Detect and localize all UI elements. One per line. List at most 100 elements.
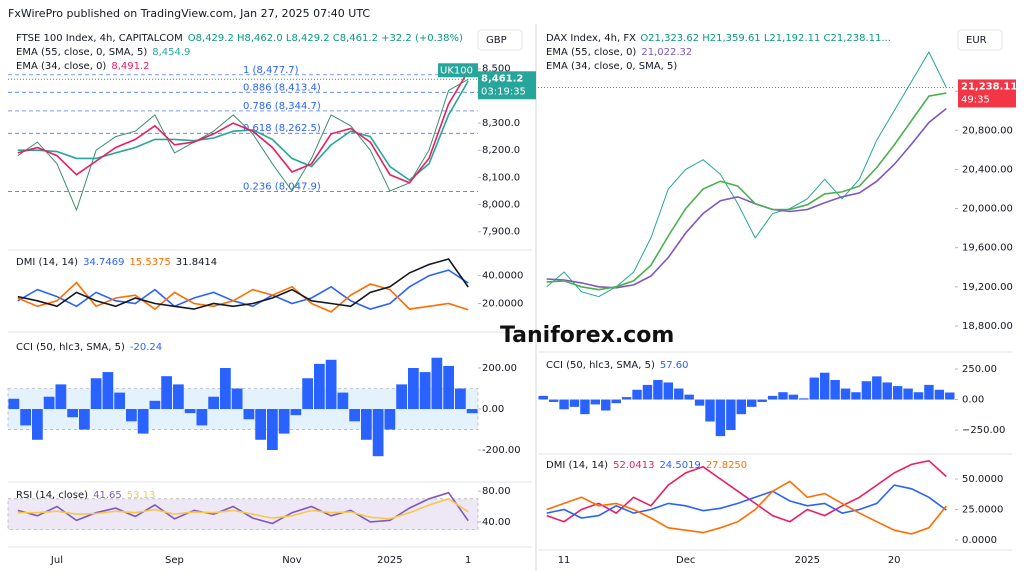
bar (590, 399, 601, 405)
legend-title-text: CCI (50, hlc3, SMA, 5) (16, 342, 125, 353)
bar (611, 399, 621, 404)
bar (538, 395, 548, 400)
bar (851, 392, 861, 400)
x-tick-label: 2025 (377, 555, 402, 566)
y-tick-label: 19,600.00 (962, 243, 1013, 254)
legend-value: O8,429.2 H8,462.0 L8,429.2 C8,461.2 +32.… (188, 33, 463, 44)
bar (443, 365, 454, 410)
bar (715, 399, 726, 437)
legend-title-text: FTSE 100 Index, 4h, CAPITALCOM (16, 33, 183, 44)
bar (184, 409, 196, 414)
legend-value: 52.0413 (613, 460, 654, 471)
legend-value: 31.8414 (176, 257, 217, 268)
bar (455, 388, 466, 410)
bar (372, 409, 384, 457)
y-tick-label: 0.00 (962, 395, 984, 406)
legend-series: EMA (34, close, 0) 8,491.2 (16, 61, 150, 72)
x-tick-label: Sep (165, 555, 184, 566)
bar (840, 388, 851, 400)
bar (220, 367, 231, 410)
x-tick-label: 1 (465, 555, 471, 566)
bar (924, 384, 934, 400)
bar (302, 378, 313, 410)
bar (196, 409, 208, 426)
series-line (546, 92, 947, 291)
legend-series: EMA (34, close, 0, SMA, 5) (546, 61, 677, 72)
bar (431, 357, 443, 410)
y-tick-label: 20,000.00 (962, 204, 1013, 215)
series-name: EMA (55, close, 0, SMA, 5) (16, 47, 147, 58)
currency: GBP (486, 35, 507, 46)
y-tick-label: −250.00 (962, 425, 1005, 436)
bar (361, 409, 372, 440)
bar (663, 382, 674, 400)
y-tick-label: 0.0000 (962, 535, 997, 546)
x-tick-label: 2025 (795, 555, 820, 566)
x-tick-label: 11 (558, 555, 571, 566)
symbol-box (438, 63, 478, 78)
series-line (17, 269, 469, 310)
bar (621, 397, 632, 400)
bar (408, 367, 419, 410)
bar (726, 399, 736, 431)
y-tick-label: 40.00 (482, 517, 511, 528)
legend-title: RSI (14, close) 41.65 53.13 (16, 490, 155, 501)
bar (767, 395, 778, 400)
bar (255, 409, 266, 440)
fib-label: 1 (8,477.7) (243, 65, 299, 76)
bar (757, 399, 767, 402)
bar (267, 409, 278, 451)
legend-value: O21,323.62 H21,359.61 L21,192.11 C21,238… (640, 33, 891, 44)
bar (67, 409, 78, 418)
x-tick-label: Dec (676, 555, 695, 566)
bar (674, 388, 684, 400)
bar (466, 409, 478, 414)
legend-title: DMI (14, 14) 34.7469 15.5375 31.8414 (16, 257, 217, 268)
legend-value: -20.24 (130, 342, 162, 353)
y-tick-label: 8,200.0 (482, 145, 520, 156)
y-tick-label: 200.00 (482, 363, 517, 374)
legend-title: CCI (50, hlc3, SMA, 5) -20.24 (16, 342, 162, 353)
series-value: 8,454.9 (152, 47, 190, 58)
bar (208, 396, 219, 410)
y-tick-label: 20.0000 (482, 299, 523, 310)
series-line (546, 459, 947, 523)
y-tick-label: 18,800.00 (962, 321, 1013, 332)
bar (137, 409, 149, 434)
legend-value: 15.5375 (129, 257, 170, 268)
series-line (17, 497, 469, 520)
bar (90, 378, 102, 410)
bar (102, 372, 114, 410)
series-name: EMA (34, close, 0) (16, 61, 106, 72)
series-line (17, 78, 469, 212)
bar (778, 392, 788, 400)
bar (337, 392, 349, 410)
y-tick-label: 40.0000 (482, 271, 523, 282)
bar (913, 392, 924, 400)
legend-title: FTSE 100 Index, 4h, CAPITALCOM O8,429.2 H… (16, 33, 463, 44)
y-tick-label: 19,200.00 (962, 282, 1013, 293)
legend-title: DMI (14, 14) 52.0413 24.5019 27.8250 (546, 460, 747, 471)
bar (830, 380, 840, 400)
price-box (478, 71, 536, 100)
bar (32, 409, 43, 440)
legend-title: DAX Index, 4h, FX O21,323.62 H21,359.61 L… (546, 33, 891, 44)
bar (736, 399, 746, 415)
legend-title: CCI (50, hlc3, SMA, 5) 57.60 (546, 360, 689, 371)
legend-series: EMA (55, close, 0, SMA, 5) 8,454.9 (16, 47, 190, 58)
bar (419, 372, 431, 410)
bar (872, 376, 882, 400)
bar (601, 399, 611, 411)
bar (349, 409, 360, 422)
y-tick-label: 0.00 (482, 404, 504, 415)
series-line (17, 258, 469, 310)
y-tick-label: 8,000.0 (482, 200, 520, 211)
legend-value: 34.7469 (83, 257, 124, 268)
y-tick-label: 25.0000 (962, 504, 1003, 515)
bar (114, 392, 125, 410)
bar (882, 382, 892, 400)
fib-label: 0.618 (8,262.5) (243, 123, 321, 134)
legend-value: 24.5019 (659, 460, 700, 471)
x-tick-label: Nov (282, 555, 302, 566)
bar (278, 409, 290, 434)
